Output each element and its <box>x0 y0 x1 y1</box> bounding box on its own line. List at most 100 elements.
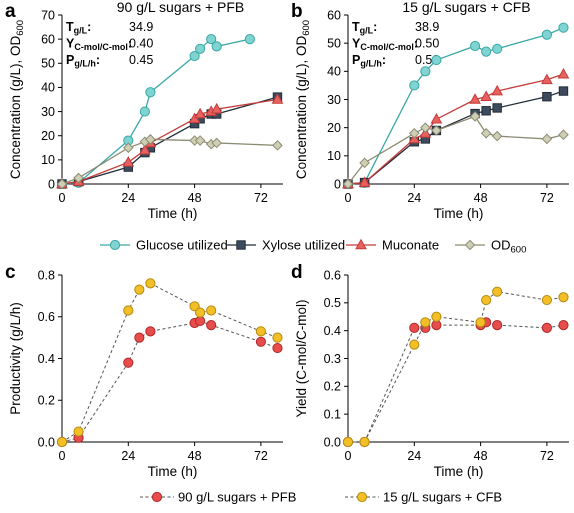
stat-symbol: T <box>66 20 74 34</box>
stat-value: 38.9 <box>415 20 439 34</box>
series-cfb <box>342 286 569 448</box>
data-point <box>558 129 569 141</box>
y-tick-label: 0.4 <box>324 324 341 338</box>
stat-value: 0.45 <box>129 53 153 67</box>
y-tick-label: 50 <box>327 36 341 50</box>
y-axis-label-text: Concentration (g/L), OD <box>8 36 23 180</box>
series-od <box>56 134 283 190</box>
y-tick-label: 10 <box>41 153 55 167</box>
stat-subscript: C-mol/C-mol <box>74 42 128 52</box>
stat-label: YC-mol/C-mol: <box>66 37 132 53</box>
legend-label: 15 g/L sugars + CFB <box>383 490 502 505</box>
x-tick-label: 24 <box>407 449 421 463</box>
data-point <box>492 103 502 113</box>
panel-letter: b <box>291 1 303 22</box>
data-point <box>492 286 503 297</box>
x-tick-label: 0 <box>345 191 352 205</box>
series-cfb <box>56 278 283 448</box>
series-line <box>61 320 278 443</box>
data-point <box>56 436 68 448</box>
data-point <box>541 322 553 333</box>
data-point <box>244 34 255 45</box>
legend-label-text: OD <box>491 238 511 253</box>
data-point <box>206 320 217 331</box>
series-line <box>347 73 564 185</box>
panel-letter: c <box>5 262 16 283</box>
x-tick-label: 24 <box>121 191 135 205</box>
data-point <box>420 122 431 133</box>
legend-label: Xylose utilized <box>262 238 345 253</box>
data-point <box>358 176 371 187</box>
legend-bottom: 90 g/L sugars + PFB 15 g/L sugars + CFB <box>140 490 502 505</box>
x-tick-label: 0 <box>59 449 66 463</box>
series-muconate <box>56 93 284 189</box>
stat-symbol: T <box>352 20 360 34</box>
data-point <box>469 111 481 122</box>
data-point <box>211 41 222 52</box>
y-axis-label: Concentration (g/L), OD600 <box>8 20 26 179</box>
data-point <box>272 332 283 343</box>
data-point <box>139 143 151 155</box>
panel-title: 15 g/L sugars + CFB <box>402 0 530 15</box>
legend-label-subscript: 600 <box>511 245 527 256</box>
data-point <box>409 322 420 333</box>
y-tick-label: 0.0 <box>38 435 55 449</box>
data-point <box>195 315 206 327</box>
data-point <box>558 292 569 303</box>
data-point <box>255 336 266 347</box>
legend-label: OD600 <box>491 238 526 256</box>
series-line <box>347 115 564 185</box>
y-tick-label: 60 <box>41 32 55 46</box>
y-axis-label-text: Concentration (g/L), OD <box>294 36 309 180</box>
data-point <box>211 137 223 149</box>
data-point <box>73 172 84 184</box>
data-point <box>342 178 354 190</box>
series-muconate <box>342 67 570 189</box>
data-point <box>359 436 370 448</box>
y-tick-label: 0.4 <box>38 352 55 366</box>
data-point <box>541 133 553 145</box>
stat-label: YC-mol/C-mol: <box>352 37 418 53</box>
data-point <box>480 127 492 139</box>
y-tick-label: 0.6 <box>324 268 341 282</box>
stat-colon: : <box>373 20 377 34</box>
data-point <box>342 436 354 448</box>
data-point <box>491 84 504 96</box>
data-point <box>558 320 569 331</box>
data-point <box>541 73 553 85</box>
data-point <box>145 326 156 337</box>
data-point <box>271 93 284 104</box>
x-tick-label: 48 <box>188 191 202 205</box>
legend-marker <box>464 239 476 251</box>
data-point <box>194 107 206 119</box>
x-axis-label: Time (h) <box>434 464 484 479</box>
x-tick-label: 72 <box>540 449 554 463</box>
data-point <box>541 29 553 40</box>
data-point <box>134 332 145 343</box>
x-tick-label: 24 <box>121 449 135 463</box>
y-tick-label: 0.6 <box>38 310 55 324</box>
legend-marker <box>356 491 368 503</box>
panel-c: 0.0 0.2 0.4 0.6 0.8 0 24 48 72 Time (h) Productivi… <box>5 262 283 479</box>
y-tick-label: 0.1 <box>324 407 341 421</box>
y-axis-label-subscript: 600 <box>15 20 26 36</box>
data-point <box>481 106 491 116</box>
x-tick-label: 0 <box>59 191 66 205</box>
y-tick-label: 0.5 <box>324 296 341 310</box>
stat-colon: : <box>414 37 418 51</box>
data-point <box>206 34 217 45</box>
series-pfb <box>342 317 569 448</box>
series-line <box>347 90 564 185</box>
data-point <box>481 46 492 57</box>
x-tick-label: 72 <box>540 191 554 205</box>
data-point <box>557 67 570 79</box>
stat-value: 34.9 <box>129 20 153 34</box>
x-tick-label: 48 <box>474 449 488 463</box>
series-pfb <box>56 315 283 448</box>
data-point <box>210 102 223 114</box>
stat-colon: : <box>382 53 386 67</box>
stat-value: 0.50 <box>415 37 439 51</box>
y-tick-label: 10 <box>327 149 341 163</box>
data-point <box>255 326 266 337</box>
